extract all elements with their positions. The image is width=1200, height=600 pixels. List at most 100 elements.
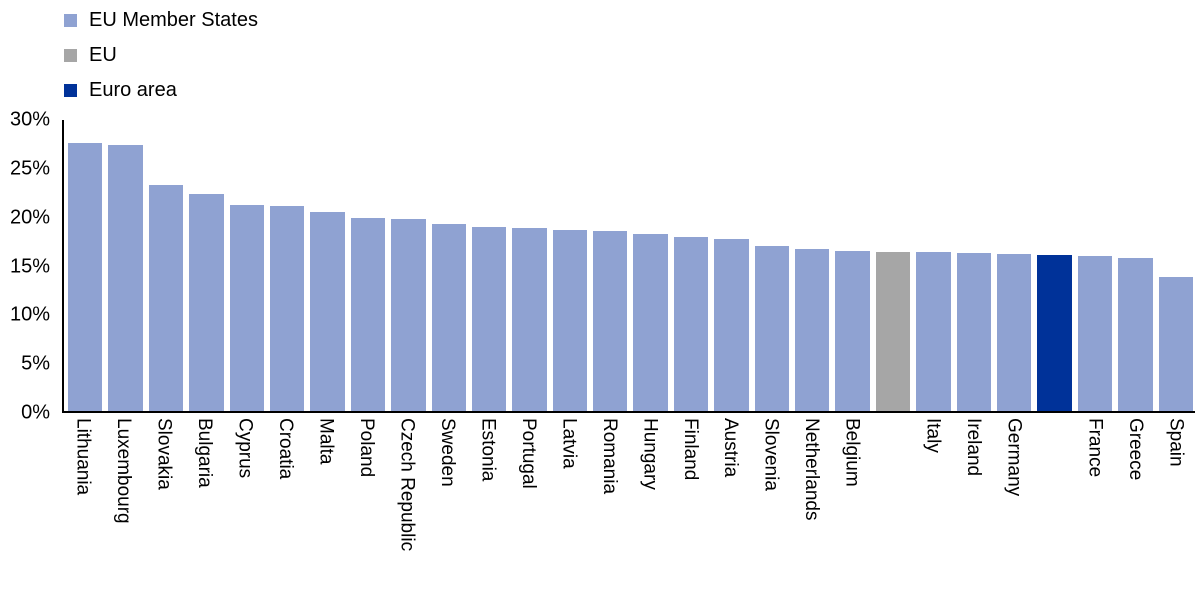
bar-cell: [310, 120, 345, 411]
x-label-slovenia: Slovenia: [760, 418, 782, 491]
bar-cell: [350, 120, 386, 411]
x-label-cell: Slovenia: [754, 418, 788, 600]
legend-item-eu-member-states: EU Member States: [64, 10, 258, 30]
y-tick-label-10: 10%: [9, 303, 50, 326]
legend-swatch-euro-area: [64, 83, 77, 97]
x-label-latvia: Latvia: [558, 418, 580, 469]
bar-germany: [996, 253, 1032, 411]
x-label-cell: Croatia: [268, 418, 302, 600]
x-label-cell: Estonia: [471, 418, 505, 600]
bar-luxembourg: [108, 145, 143, 411]
x-label-sweden: Sweden: [436, 418, 458, 487]
x-label-cell: Czech Republic: [390, 418, 424, 600]
bar-cell: [1037, 120, 1072, 411]
bar-ireland: [956, 252, 991, 411]
x-label-cell: Hungary: [633, 418, 667, 600]
x-label-greece: Greece: [1124, 418, 1146, 481]
y-tick-label-25: 25%: [9, 157, 50, 180]
x-label-cell: Slovakia: [147, 418, 181, 600]
bar-cell: [552, 120, 588, 411]
x-label-luxembourg: Luxembourg: [113, 418, 135, 524]
bar-estonia: [471, 226, 507, 411]
bar-cell: [68, 120, 103, 411]
bar-cell: [996, 120, 1032, 411]
legend-item-eu: EU: [64, 45, 258, 65]
bar-euro: [1037, 254, 1072, 411]
y-tick-label-30: 30%: [9, 108, 50, 131]
y-tick-label-15: 15%: [9, 255, 50, 277]
bar-cell: [593, 120, 628, 411]
x-label-cyprus: Cyprus: [234, 418, 256, 479]
bar-greece: [1118, 257, 1153, 411]
x-label-italy: Italy: [922, 418, 944, 453]
x-label-belgium: Belgium: [841, 418, 863, 487]
bar-cell: [875, 120, 911, 411]
x-label-slovakia: Slovakia: [153, 418, 175, 490]
x-label-cell: Poland: [349, 418, 383, 600]
legend-label-eu-member-states: EU Member States: [89, 9, 258, 31]
legend-swatch-eu: [64, 48, 77, 62]
bar-portugal: [512, 227, 547, 411]
x-label-romania: Romania: [598, 418, 620, 495]
x-label-cell: Spain: [1159, 418, 1193, 600]
x-label-cell: Bulgaria: [187, 418, 221, 600]
x-label-cell: Finland: [673, 418, 707, 600]
x-label-estonia: Estonia: [477, 418, 499, 482]
bar-cyprus: [229, 205, 264, 411]
bar-france: [1077, 255, 1113, 411]
bar-cell: [714, 120, 749, 411]
legend-label-eu: EU: [89, 44, 117, 66]
x-label-cell: Romania: [592, 418, 626, 600]
bar-slovakia: [148, 185, 184, 411]
x-label-netherlands: Netherlands: [801, 418, 823, 521]
bar-cell: [431, 120, 466, 411]
bar-eu: [875, 251, 911, 411]
y-axis: 0% 5% 10% 15% 20% 25% 30%: [0, 109, 56, 424]
bar-cell: [391, 120, 426, 411]
bar-cell: [189, 120, 224, 411]
bar-cell: [673, 120, 709, 411]
x-label-poland: Poland: [356, 418, 378, 478]
x-label-czech-republic: Czech Republic: [396, 418, 418, 552]
x-label-cell: Lithuania: [66, 418, 100, 600]
x-label-cell: Greece: [1118, 418, 1152, 600]
bars: [64, 120, 1195, 411]
bar-slovenia: [754, 246, 790, 411]
legend-label-euro-area: Euro area: [89, 79, 177, 101]
x-label-cell: France: [1078, 418, 1112, 600]
x-label-cell: Netherlands: [794, 418, 828, 600]
bar-italy: [916, 251, 951, 411]
x-label-spain: Spain: [1165, 418, 1187, 467]
bar-cell: [108, 120, 143, 411]
bar-cell: [795, 120, 830, 411]
bar-cell: [1077, 120, 1113, 411]
bar-cell: [633, 120, 668, 411]
bar-czech-republic: [391, 218, 426, 411]
bar-cell: [1118, 120, 1153, 411]
x-label-cell: Austria: [714, 418, 748, 600]
x-label-cell: Ireland: [956, 418, 990, 600]
bar-finland: [673, 237, 709, 411]
bar-cell: [1158, 120, 1193, 411]
x-label-cell: Belgium: [835, 418, 869, 600]
x-label-germany: Germany: [1003, 418, 1025, 497]
bar-cell: [148, 120, 184, 411]
bar-belgium: [835, 250, 870, 411]
plot-area: [62, 120, 1195, 413]
x-label-ireland: Ireland: [963, 418, 985, 477]
bar-cell: [471, 120, 507, 411]
x-axis-labels: Lithuania Luxembourg Slovakia Bulgaria Cypru…: [62, 418, 1195, 600]
bar-cell: [916, 120, 951, 411]
bar-bulgaria: [189, 193, 224, 411]
bar-cell: [229, 120, 264, 411]
legend-item-euro-area: Euro area: [64, 80, 258, 100]
bar-cell: [835, 120, 870, 411]
x-label-cell: Latvia: [552, 418, 586, 600]
bar-cell: [512, 120, 547, 411]
x-label-france: France: [1084, 418, 1106, 478]
x-label-croatia: Croatia: [275, 418, 297, 480]
bar-sweden: [431, 223, 466, 411]
bar-romania: [593, 230, 628, 411]
y-tick-label-5: 5%: [21, 352, 50, 375]
